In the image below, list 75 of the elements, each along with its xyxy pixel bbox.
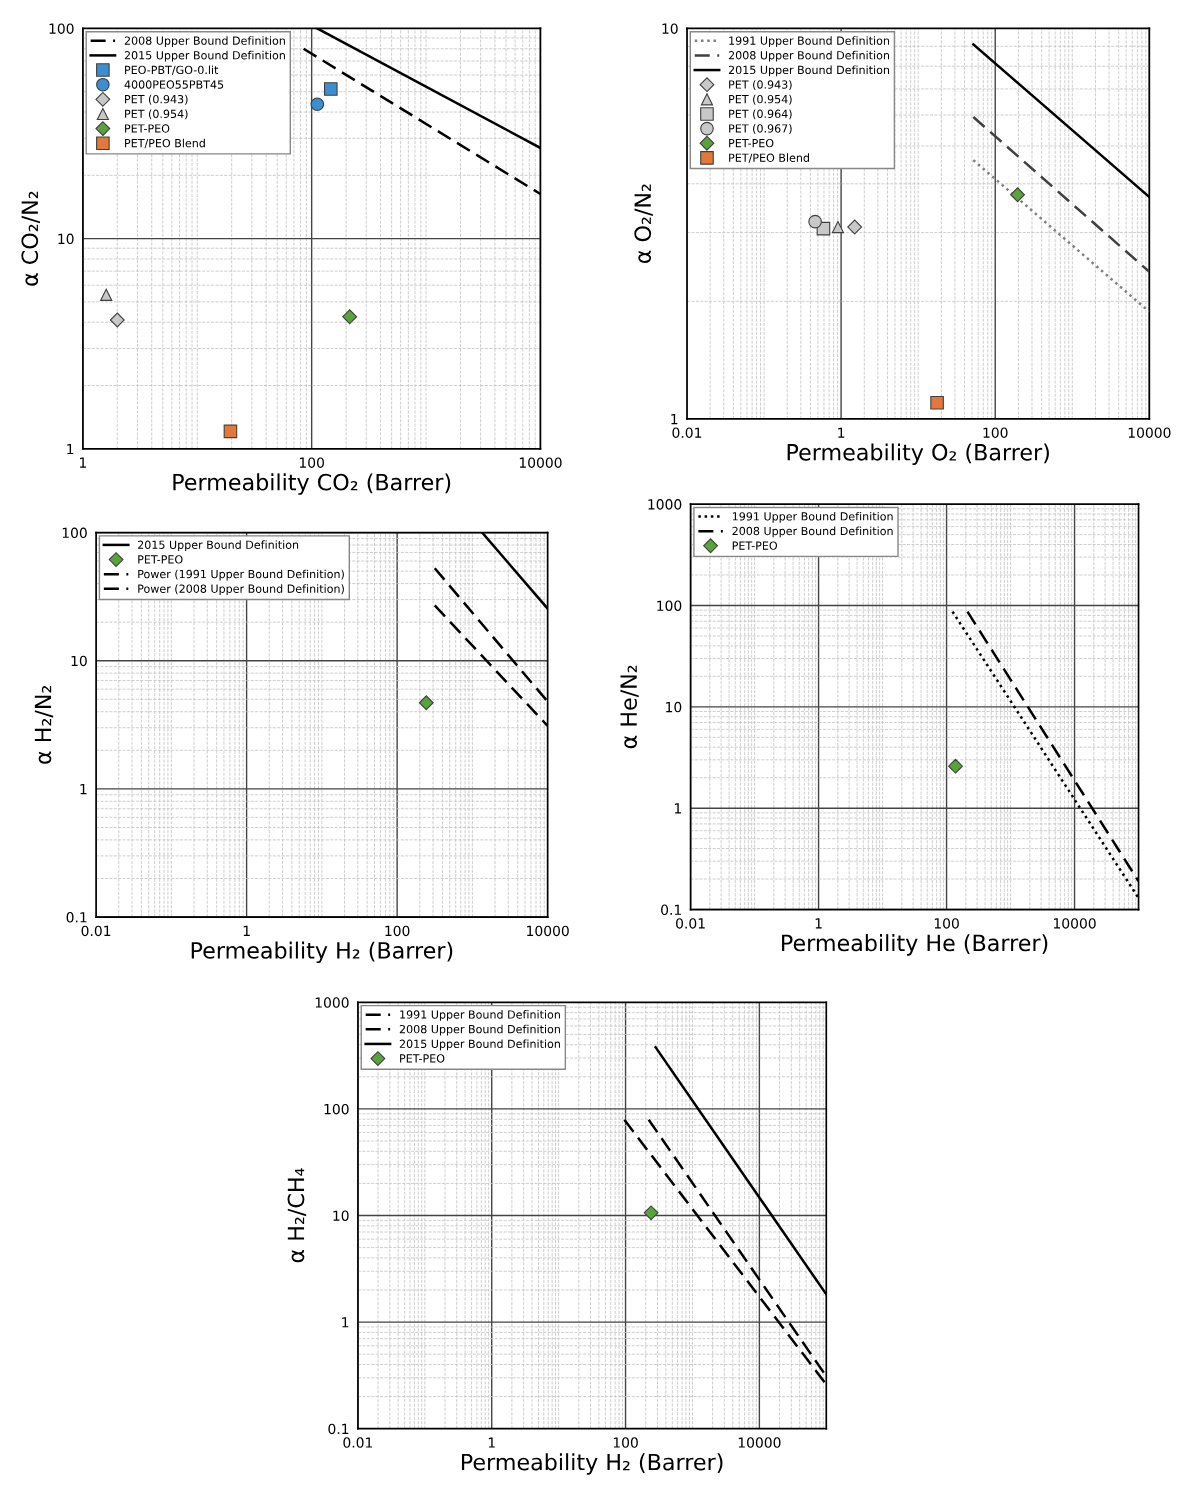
x-axis-title: Permeability CO₂ (Barrer) (173, 473, 451, 495)
y-tick-label: 10 (662, 23, 678, 34)
y-tick-label: 1 (80, 784, 87, 795)
legend-label: 2015 Upper Bound Definition (728, 65, 890, 77)
legend-label: PET (0.967) (729, 124, 792, 134)
y-tick-label: 1 (671, 414, 678, 425)
x-tick-label: 1 (488, 1437, 495, 1448)
legend-label: 2015 Upper Bound Definition (124, 50, 285, 62)
legend-label: PET (0.943) (125, 94, 188, 105)
x-tick-label: 100 (934, 918, 959, 929)
y-tick-label: 100 (49, 23, 74, 34)
y-tick-label: 0.1 (328, 1423, 349, 1435)
y-axis-title: α O₂/N₂ (634, 184, 653, 263)
y-tick-label: 100 (324, 1103, 349, 1115)
y-tick-label: 0.1 (66, 912, 87, 923)
legend-label: 2015 Upper Bound Definition (138, 540, 299, 552)
x-tick-label: 10000 (1053, 918, 1096, 929)
y-tick-label: 10 (666, 701, 682, 713)
legend-label: PET-PEO (400, 1054, 445, 1063)
y-tick-label: 0.1 (661, 904, 681, 916)
legend-label: PET (0.943) (729, 80, 792, 91)
x-tick-label: 10000 (527, 925, 569, 937)
y-axis-title: α H₂/CH₄ (287, 1168, 307, 1263)
legend-label: Power (1991 Upper Bound Definition) (138, 569, 344, 581)
legend-label: PEO-PBT/GO-0.lit (125, 65, 219, 75)
x-tick-label: 1 (838, 427, 845, 438)
x-axis-title: Permeability H₂ (Barrer) (191, 941, 453, 964)
legend-label: 2008 Upper Bound Definition (728, 50, 890, 62)
x-axis-title: Permeability O₂ (Barrer) (787, 443, 1049, 465)
x-tick-label: 0.01 (81, 925, 111, 937)
legend-label: 1991 Upper Bound Definition (400, 1010, 560, 1021)
x-tick-label: 100 (299, 457, 324, 468)
legend-label: PET-PEO (138, 555, 183, 564)
legend-label: PET/PEO Blend (125, 138, 205, 149)
y-tick-label: 1 (674, 803, 681, 814)
legend-label: PET (0.954) (125, 109, 188, 120)
x-tick-label: 1 (243, 925, 250, 936)
legend-label: PET-PEO (729, 138, 774, 148)
x-tick-label: 100 (613, 1437, 638, 1448)
legend-label: PET-PEO (125, 124, 170, 133)
x-tick-label: 1 (815, 918, 822, 929)
y-tick-label: 1 (67, 443, 74, 455)
x-tick-label: 100 (385, 925, 410, 937)
legend-label: 2015 Upper Bound Definition (399, 1039, 560, 1051)
legend-label: 4000PEO55PBT45 (124, 80, 224, 89)
y-tick-label: 1000 (315, 997, 349, 1008)
legend-label: 2008 Upper Bound Definition (399, 1024, 560, 1036)
legend-label: 2008 Upper Bound Definition (732, 526, 893, 538)
y-axis-title: α H₂/N₂ (34, 686, 54, 764)
y-axis-title: α CO₂/N₂ (21, 191, 40, 286)
y-tick-label: 10 (58, 233, 74, 245)
legend-label: 1991 Upper Bound Definition (729, 36, 890, 47)
x-tick-label: 10000 (738, 1437, 781, 1448)
legend-label: PET (0.964) (729, 109, 792, 120)
legend-label: Power (2008 Upper Bound Definition) (138, 584, 344, 596)
y-tick-label: 10 (333, 1210, 349, 1221)
x-axis-title: Permeability H₂ (Barrer) (461, 1453, 723, 1475)
x-tick-label: 100 (983, 427, 1008, 438)
x-tick-label: 0.01 (672, 427, 702, 438)
legend-label: 2008 Upper Bound Definition (124, 36, 285, 47)
y-tick-label: 1 (342, 1317, 349, 1328)
y-axis-title: α He/N₂ (620, 665, 639, 749)
x-tick-label: 10000 (519, 457, 562, 468)
y-tick-label: 1000 (648, 499, 682, 510)
y-tick-label: 100 (657, 600, 682, 611)
y-tick-label: 10 (71, 655, 87, 667)
x-axis-title: Permeability He (Barrer) (782, 934, 1048, 956)
x-tick-label: 10000 (1128, 427, 1171, 438)
legend-label: PET-PEO (732, 541, 778, 550)
legend-label: PET (0.954) (729, 94, 792, 105)
x-tick-label: 0.01 (343, 1437, 373, 1448)
x-tick-label: 0.01 (676, 918, 705, 929)
legend-label: PET/PEO Blend (729, 153, 809, 163)
y-tick-label: 100 (62, 527, 87, 539)
legend-label: 1991 Upper Bound Definition (732, 511, 893, 523)
